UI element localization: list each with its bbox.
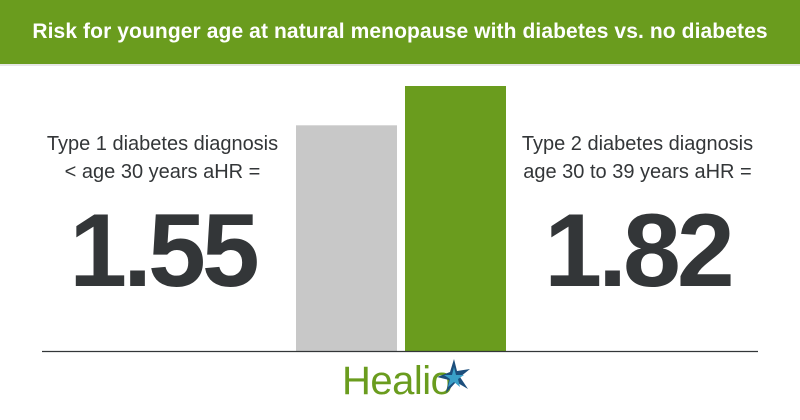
chart-title: Risk for younger age at natural menopaus… bbox=[32, 20, 768, 43]
stat-type1: Type 1 diabetes diagnosis < age 30 years… bbox=[35, 130, 290, 306]
header-banner: Risk for younger age at natural menopaus… bbox=[0, 0, 800, 64]
stat-type1-label-line1: Type 1 diabetes diagnosis bbox=[46, 133, 279, 155]
bar-type1 bbox=[296, 125, 397, 351]
stat-type1-label-line2: < age 30 years aHR = bbox=[64, 161, 261, 183]
healio-logo: Healio bbox=[342, 357, 492, 407]
brand-name: Healio bbox=[342, 359, 453, 403]
stat-type1-value: 1.55 bbox=[69, 193, 259, 309]
star-icon bbox=[437, 359, 470, 393]
stat-type2-value: 1.82 bbox=[544, 193, 734, 309]
stat-type2-label-line2: age 30 to 39 years aHR = bbox=[523, 161, 752, 183]
stat-type2-label-line1: Type 2 diabetes diagnosis bbox=[521, 133, 754, 155]
header-divider bbox=[0, 64, 800, 66]
stat-type2: Type 2 diabetes diagnosis age 30 to 39 y… bbox=[505, 130, 770, 306]
bar-type2 bbox=[405, 86, 506, 351]
